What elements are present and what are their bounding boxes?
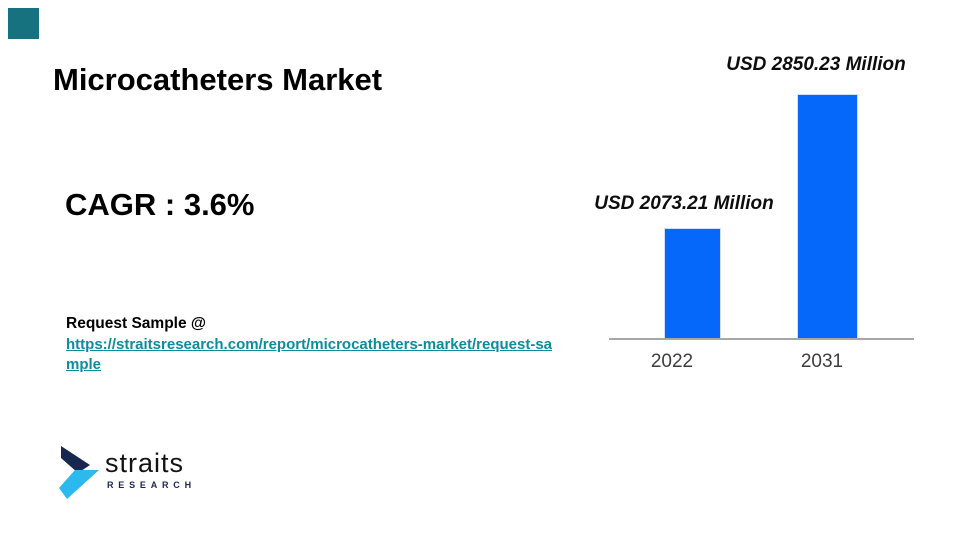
straits-logo-icon [59, 446, 99, 499]
logo-cyan-chevron [59, 470, 99, 499]
straits-research-logo: straits RESEARCH [57, 444, 196, 502]
corner-accent-square [8, 8, 39, 39]
bar-value-label-2022: USD 2073.21 Million [594, 193, 774, 214]
request-sample-link[interactable]: https://straitsresearch.com/report/micro… [66, 335, 596, 376]
request-sample-block: Request Sample @ https://straitsresearch… [66, 314, 596, 376]
bar-2031 [797, 94, 858, 339]
x-tick-2022: 2022 [650, 351, 694, 372]
logo-text-block: straits RESEARCH [105, 444, 196, 490]
logo-navy-chevron [61, 446, 90, 473]
request-sample-link-line1: https://straitsresearch.com/report/micro… [66, 335, 553, 353]
cagr-text: CAGR : 3.6% [65, 187, 255, 222]
bar-value-label-2031: USD 2850.23 Million [726, 54, 906, 75]
logo-subtext: RESEARCH [107, 480, 196, 490]
x-axis-line [609, 338, 914, 340]
x-tick-2031: 2031 [800, 351, 844, 372]
page-title: Microcatheters Market [53, 62, 383, 97]
request-sample-label: Request Sample @ [66, 315, 207, 332]
request-sample-link-line2: mple [66, 356, 102, 373]
logo-wordmark: straits [105, 448, 185, 478]
bar-2022 [664, 228, 721, 339]
